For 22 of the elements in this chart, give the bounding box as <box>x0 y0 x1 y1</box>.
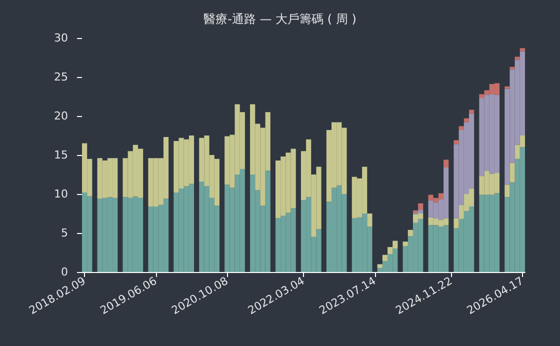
y-tick-label: 5 <box>61 226 68 240</box>
y-tick-label: 10 <box>54 188 68 200</box>
y-tick-label: 0 <box>61 266 68 278</box>
bar <box>382 254 388 262</box>
y-tick-label: 30 <box>54 32 68 44</box>
bar <box>504 184 510 198</box>
bar <box>367 214 372 227</box>
bar <box>408 230 413 236</box>
bar <box>377 264 382 268</box>
bar <box>454 140 459 144</box>
bar <box>510 66 515 70</box>
bar <box>458 126 464 130</box>
bar <box>510 162 515 182</box>
bar <box>520 48 525 52</box>
y-tick-label: 25 <box>54 70 68 84</box>
bar <box>418 203 424 210</box>
chart-title: 醫療-通路 — 大戶籌碼 ( 周 ) <box>204 12 356 26</box>
bar <box>444 160 449 168</box>
y-tick-label: 20 <box>54 110 68 122</box>
bar <box>514 56 520 60</box>
y-tick-label: 15 <box>54 148 68 162</box>
bar <box>402 242 408 246</box>
